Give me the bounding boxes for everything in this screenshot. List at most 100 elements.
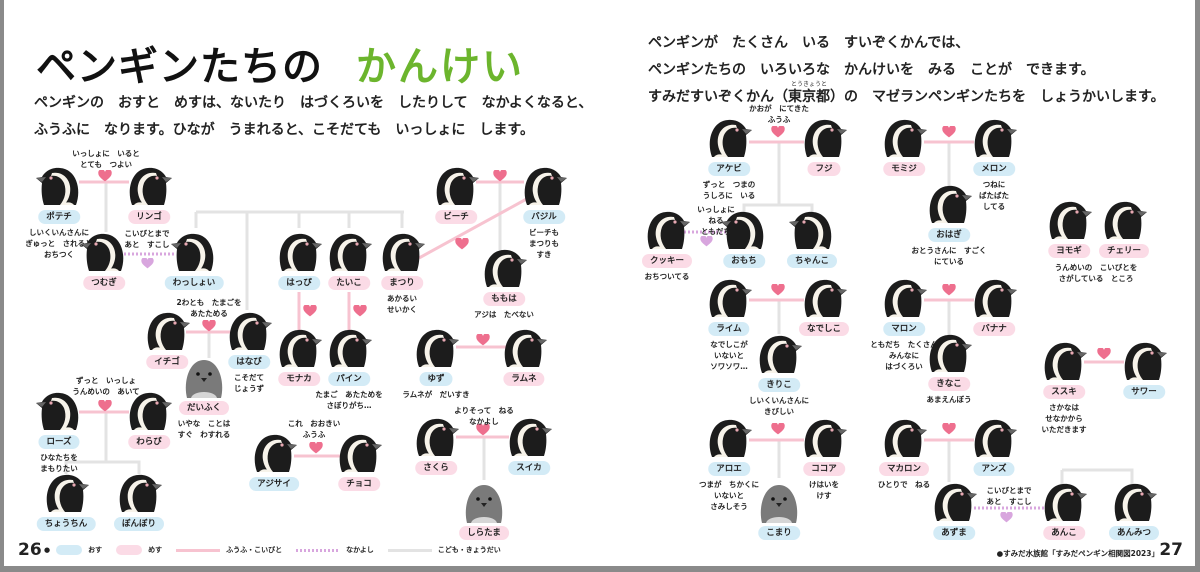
penguin-icon [1111, 481, 1157, 523]
female-name-label: つむぎ [83, 276, 125, 290]
female-name-label: ヨモギ [1048, 244, 1090, 258]
female-name-label: ススキ [1043, 385, 1085, 399]
legend-male-swatch [56, 545, 83, 555]
female-name-label: チェリー [1098, 244, 1150, 258]
legend-female-swatch [116, 545, 143, 555]
penguin-caption: ビーチも まつりも すき [529, 228, 559, 259]
penguin-icon [501, 327, 547, 369]
male-name-label: ちょうちん [36, 517, 96, 531]
male-name-label: バジル [523, 210, 565, 224]
penguin-caption: こそだて じょうず [234, 373, 264, 393]
penguin-caption: しいくいんさんに ぎゅっと されると おちつく [25, 228, 93, 259]
legend-family-line [387, 548, 432, 552]
penguin-chick-icon [461, 481, 507, 523]
relationship-note: これ おおきい ふうふ [287, 419, 341, 439]
penguin-caption: たまご あたためを さぼりがち… [315, 390, 383, 410]
penguin-icon [336, 432, 382, 474]
penguin-icon [43, 472, 89, 514]
penguin-icon [81, 231, 127, 273]
male-name-label: おはぎ [928, 228, 970, 242]
friend-lines [124, 230, 1044, 510]
page-title-accent: かんけい [356, 44, 524, 90]
penguin-caption: ずっと つまの うしろに いる [702, 180, 756, 200]
female-name-label: わらび [128, 435, 170, 449]
penguin-caption: ひなたちを まもりたい [40, 453, 78, 473]
penguin-icon [1046, 199, 1092, 241]
male-name-label: アンズ [973, 462, 1015, 476]
penguin-caption: なでしこが いないと ソワソワ… [710, 340, 748, 371]
legend-friend-line [296, 548, 341, 552]
penguin-icon [116, 472, 162, 514]
female-name-label: ビーチ [435, 210, 477, 224]
female-name-label: クッキー [641, 254, 693, 268]
penguin-caption: アジは たべない [474, 310, 534, 319]
relationship-note: こいびとまで あと すこし [124, 229, 170, 249]
penguin-icon [413, 327, 459, 369]
penguin-icon [926, 183, 972, 225]
furigana-tokyo: とうきょうと [791, 81, 828, 88]
penguin-caption: しいくいんさんに きびしい [749, 396, 809, 416]
penguin-caption: ひとりで ねる [877, 480, 931, 489]
page-number-right: 27 [1159, 540, 1183, 560]
intro-text-left: ペンギンの おすと めすは、ないたり はづくろいを したりして なかよくなると、… [34, 95, 593, 138]
female-name-label: モミジ [883, 162, 925, 176]
legend-couple: ふうふ・こいびと [226, 546, 283, 554]
male-name-label: はなび [228, 355, 270, 369]
intro-text-right: ペンギンが たくさん いる すいぞくかんでは、 ペンギンたちの いろいろな かん… [648, 35, 1165, 105]
penguin-icon [1101, 199, 1147, 241]
penguin-icon [926, 332, 972, 374]
legend-friends: なかよし [346, 546, 374, 554]
penguin-icon [789, 209, 835, 251]
credit: ●すみだ水族館「すみだペンギン相関図2023」 [996, 549, 1159, 558]
relationship-note: よりそって ねる なかよし [454, 406, 514, 426]
penguin-icon [36, 165, 82, 207]
legend-female: めす [148, 546, 163, 554]
male-name-label: マロン [883, 322, 925, 336]
penguin-icon [971, 277, 1017, 319]
male-name-label: おもち [723, 254, 765, 268]
male-name-label: ローズ [38, 435, 80, 449]
legend-bullet: ● [44, 546, 51, 554]
penguin-caption: ともだち たくさん みんなに はづくろい [870, 340, 938, 371]
female-name-label: あんこ [1043, 526, 1085, 540]
penguin-icon [931, 481, 977, 523]
legend-male: おす [88, 546, 103, 554]
relationship-note: かおが にてきた ふうふ [749, 104, 809, 124]
female-name-label: たいこ [328, 276, 370, 290]
penguin-icon [276, 327, 322, 369]
page-title: ペンギンたちの [36, 44, 323, 90]
penguin-chick-icon [181, 356, 227, 398]
penguin-icon [379, 231, 425, 273]
male-name-label: あずま [933, 526, 975, 540]
penguin-icon [881, 117, 927, 159]
family-lines [64, 142, 1134, 484]
penguin-icon [881, 417, 927, 459]
penguin-icon [326, 327, 372, 369]
penguin-caption: おちついてる [644, 272, 690, 281]
male-name-label: アジサイ [249, 477, 299, 491]
male-name-label: はっぴ [278, 276, 320, 290]
penguin-icon [644, 209, 690, 251]
female-name-label: なでしこ [798, 322, 850, 336]
penguin-icon [801, 417, 847, 459]
male-name-label: わっしょい [164, 276, 224, 290]
page-number-left: 26 [18, 540, 42, 560]
penguin-caption: けはいを けす [809, 480, 839, 500]
relationship-note: こいびとまで あと すこし [986, 486, 1032, 506]
female-name-label: イチゴ [146, 355, 188, 369]
penguin-icon [1041, 481, 1087, 523]
book-spread: ペンギンたちの かんけい ペンギンの おすと めすは、ないたり はづくろいを し… [4, 0, 1195, 566]
penguin-icon [1121, 340, 1167, 382]
penguin-icon [706, 417, 752, 459]
penguin-caption: つねに ばたばた してる [979, 180, 1009, 211]
penguin-icon [521, 165, 567, 207]
penguin-caption: あまえんぼう [926, 395, 972, 404]
penguin-icon [276, 231, 322, 273]
male-name-label: サワー [1123, 385, 1165, 399]
penguin-icon [801, 277, 847, 319]
legend-family: こども・きょうだい [437, 546, 501, 554]
male-name-label: こまり [758, 526, 800, 540]
penguin-caption: いやな ことは すぐ わすれる [177, 419, 231, 439]
couple-lines [79, 140, 1124, 458]
female-name-label: きなこ [928, 377, 970, 391]
